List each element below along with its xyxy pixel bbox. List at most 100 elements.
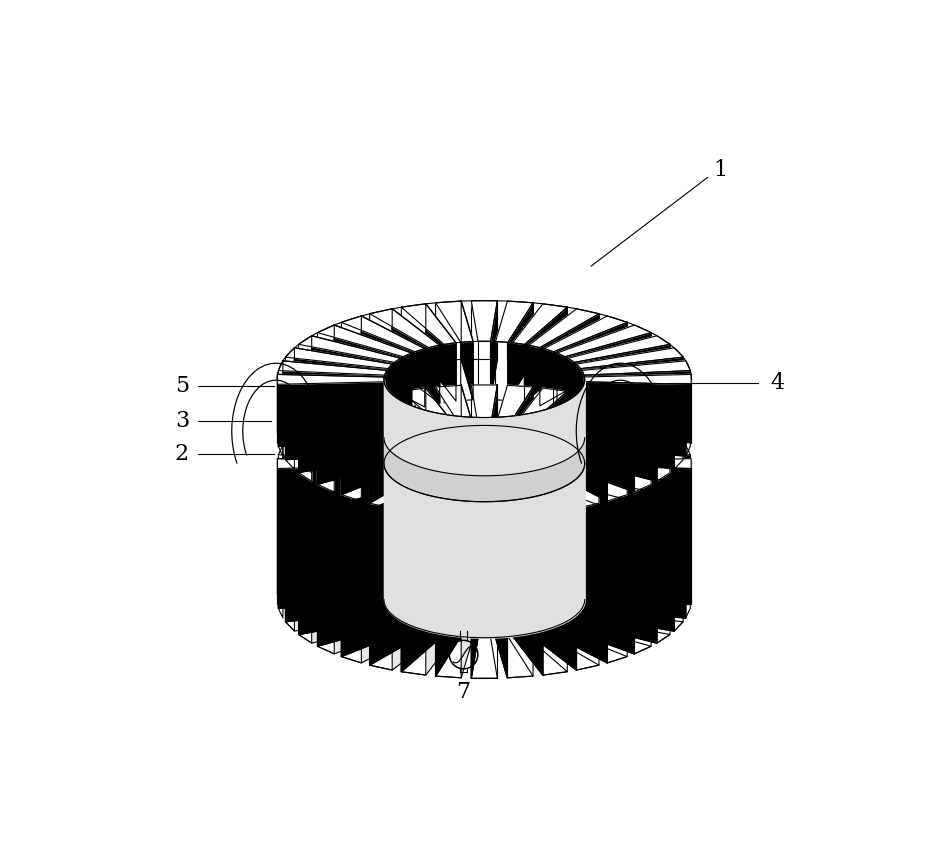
Polygon shape xyxy=(426,304,456,401)
Polygon shape xyxy=(341,521,361,663)
Polygon shape xyxy=(512,634,566,675)
Polygon shape xyxy=(334,410,412,574)
Polygon shape xyxy=(285,432,295,577)
Polygon shape xyxy=(584,382,690,442)
Polygon shape xyxy=(401,634,456,675)
Polygon shape xyxy=(556,353,565,415)
Polygon shape xyxy=(507,540,532,678)
Polygon shape xyxy=(471,417,478,516)
Polygon shape xyxy=(295,348,392,422)
Polygon shape xyxy=(341,491,414,657)
Polygon shape xyxy=(282,445,386,590)
Polygon shape xyxy=(278,383,384,447)
Polygon shape xyxy=(633,426,650,492)
Polygon shape xyxy=(565,417,650,577)
Polygon shape xyxy=(544,400,627,436)
Polygon shape xyxy=(361,316,424,407)
Polygon shape xyxy=(317,410,334,553)
Polygon shape xyxy=(576,448,580,589)
Text: 2: 2 xyxy=(175,443,189,465)
Polygon shape xyxy=(584,374,690,384)
Polygon shape xyxy=(567,400,656,481)
Polygon shape xyxy=(544,316,627,352)
Polygon shape xyxy=(285,432,392,452)
Polygon shape xyxy=(576,364,580,427)
Polygon shape xyxy=(524,391,566,564)
Polygon shape xyxy=(556,410,650,441)
Polygon shape xyxy=(384,370,386,433)
Polygon shape xyxy=(582,370,583,433)
Polygon shape xyxy=(471,385,497,521)
Polygon shape xyxy=(567,442,574,583)
Polygon shape xyxy=(539,314,598,406)
Polygon shape xyxy=(401,536,426,675)
Polygon shape xyxy=(298,480,394,635)
Polygon shape xyxy=(312,336,400,416)
Polygon shape xyxy=(341,407,414,495)
Polygon shape xyxy=(461,341,473,400)
Polygon shape xyxy=(529,498,576,670)
Polygon shape xyxy=(656,415,669,481)
Polygon shape xyxy=(544,349,553,410)
Polygon shape xyxy=(298,336,400,362)
Polygon shape xyxy=(401,388,456,429)
Polygon shape xyxy=(384,455,386,595)
Polygon shape xyxy=(369,411,429,503)
Polygon shape xyxy=(369,393,392,534)
Polygon shape xyxy=(478,341,490,399)
Polygon shape xyxy=(403,437,412,577)
Polygon shape xyxy=(529,632,598,670)
Polygon shape xyxy=(495,426,507,563)
Polygon shape xyxy=(512,500,542,675)
Polygon shape xyxy=(295,432,392,584)
Polygon shape xyxy=(341,400,361,542)
Polygon shape xyxy=(685,361,689,429)
Polygon shape xyxy=(567,420,669,447)
Polygon shape xyxy=(490,385,497,562)
Polygon shape xyxy=(507,385,532,523)
Polygon shape xyxy=(369,309,439,347)
Polygon shape xyxy=(341,316,424,352)
Polygon shape xyxy=(576,348,683,368)
Polygon shape xyxy=(341,627,424,663)
Polygon shape xyxy=(414,433,424,572)
Polygon shape xyxy=(576,393,598,534)
Polygon shape xyxy=(401,304,426,366)
Polygon shape xyxy=(282,361,386,429)
Polygon shape xyxy=(567,358,574,420)
Polygon shape xyxy=(317,622,412,653)
Polygon shape xyxy=(298,420,400,447)
Polygon shape xyxy=(565,333,650,415)
Polygon shape xyxy=(576,611,683,631)
Polygon shape xyxy=(435,416,461,514)
Polygon shape xyxy=(512,427,524,564)
Polygon shape xyxy=(580,442,683,589)
Polygon shape xyxy=(341,436,361,501)
Polygon shape xyxy=(576,445,598,508)
Polygon shape xyxy=(278,374,383,384)
Polygon shape xyxy=(285,402,295,469)
Polygon shape xyxy=(495,341,507,400)
Polygon shape xyxy=(574,429,669,583)
Polygon shape xyxy=(401,304,456,345)
Polygon shape xyxy=(507,387,532,563)
Text: 3: 3 xyxy=(175,410,189,432)
Polygon shape xyxy=(426,388,456,563)
Polygon shape xyxy=(495,501,507,678)
Polygon shape xyxy=(673,402,683,469)
Polygon shape xyxy=(278,361,386,375)
Polygon shape xyxy=(524,307,566,403)
Polygon shape xyxy=(607,436,627,501)
Polygon shape xyxy=(317,402,403,484)
Polygon shape xyxy=(556,622,650,653)
Polygon shape xyxy=(285,486,295,631)
Polygon shape xyxy=(529,414,576,508)
Polygon shape xyxy=(414,349,424,410)
Polygon shape xyxy=(278,458,383,597)
Text: 4: 4 xyxy=(769,372,784,394)
Polygon shape xyxy=(529,430,539,568)
Polygon shape xyxy=(471,458,497,516)
Polygon shape xyxy=(429,345,439,406)
Polygon shape xyxy=(278,473,282,618)
Polygon shape xyxy=(369,529,392,670)
